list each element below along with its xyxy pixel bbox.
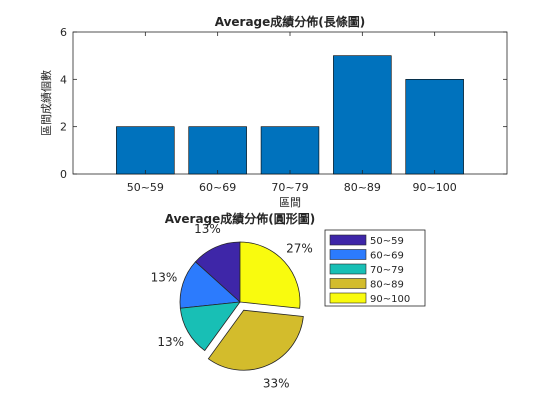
- bar-80~89: [333, 55, 392, 175]
- y-tick-label: 4: [60, 73, 67, 86]
- bar-y-axis: 0 2 4 6: [60, 26, 507, 181]
- bar-60~69: [188, 126, 247, 175]
- legend-swatch: [329, 292, 367, 304]
- legend-swatch: [329, 263, 367, 275]
- legend-label: 60~69: [370, 251, 404, 262]
- legend-swatch: [329, 249, 367, 260]
- pie-slice-70~79: [179, 301, 241, 352]
- pie-percent-labels: 13% 13% 13% 33% 27%: [151, 222, 313, 390]
- pie-slice-90~100: [239, 241, 301, 309]
- pie-percent-label: 13%: [157, 335, 184, 349]
- pie-chart: Average成績分佈(圓形圖) 13% 13% 13% 33% 27% 50~59 60…: [151, 211, 426, 390]
- bar-x-axis: 50~59 60~69 70~79 80~89 90~100: [127, 32, 457, 194]
- x-tick-label: 50~59: [127, 181, 164, 194]
- legend-label: 90~100: [370, 294, 410, 305]
- bar-chart-title: Average成績分佈(長條圖): [215, 14, 366, 29]
- y-tick-label: 6: [60, 26, 67, 39]
- pie-legend: 50~59 60~69 70~79 80~89 90~100: [324, 229, 426, 307]
- bar-70~79: [260, 126, 320, 175]
- bar-x-axis-label: 區間: [279, 196, 301, 209]
- x-tick-label: 70~79: [271, 181, 308, 194]
- x-tick-label: 80~89: [344, 181, 381, 194]
- y-tick-label: 0: [60, 168, 67, 181]
- bar-series: [116, 55, 464, 175]
- bar-y-axis-label: 區間成績個數: [39, 70, 53, 136]
- pie-percent-label: 13%: [151, 270, 178, 284]
- x-tick-label: 60~69: [199, 181, 236, 194]
- legend-label: 80~89: [370, 280, 404, 291]
- legend-label: 70~79: [370, 265, 404, 276]
- pie-chart-title: Average成績分佈(圓形圖): [165, 211, 316, 226]
- pie-percent-label: 27%: [286, 241, 313, 255]
- pie-slice-80~89: [207, 309, 304, 371]
- x-tick-label: 90~100: [413, 181, 457, 194]
- bar-90~100: [405, 79, 464, 175]
- pie-slices: [179, 241, 304, 371]
- pie-percent-label: 13%: [194, 222, 221, 236]
- legend-swatch: [329, 234, 367, 246]
- legend-label: 50~59: [370, 236, 404, 247]
- bar-chart: Average成績分佈(長條圖) 0 2 4 6 50~59 60~69 70~79 80~…: [39, 14, 508, 209]
- bar-50~59: [116, 126, 175, 175]
- y-tick-label: 2: [60, 121, 67, 134]
- legend-swatch: [329, 278, 367, 289]
- pie-percent-label: 33%: [263, 376, 290, 390]
